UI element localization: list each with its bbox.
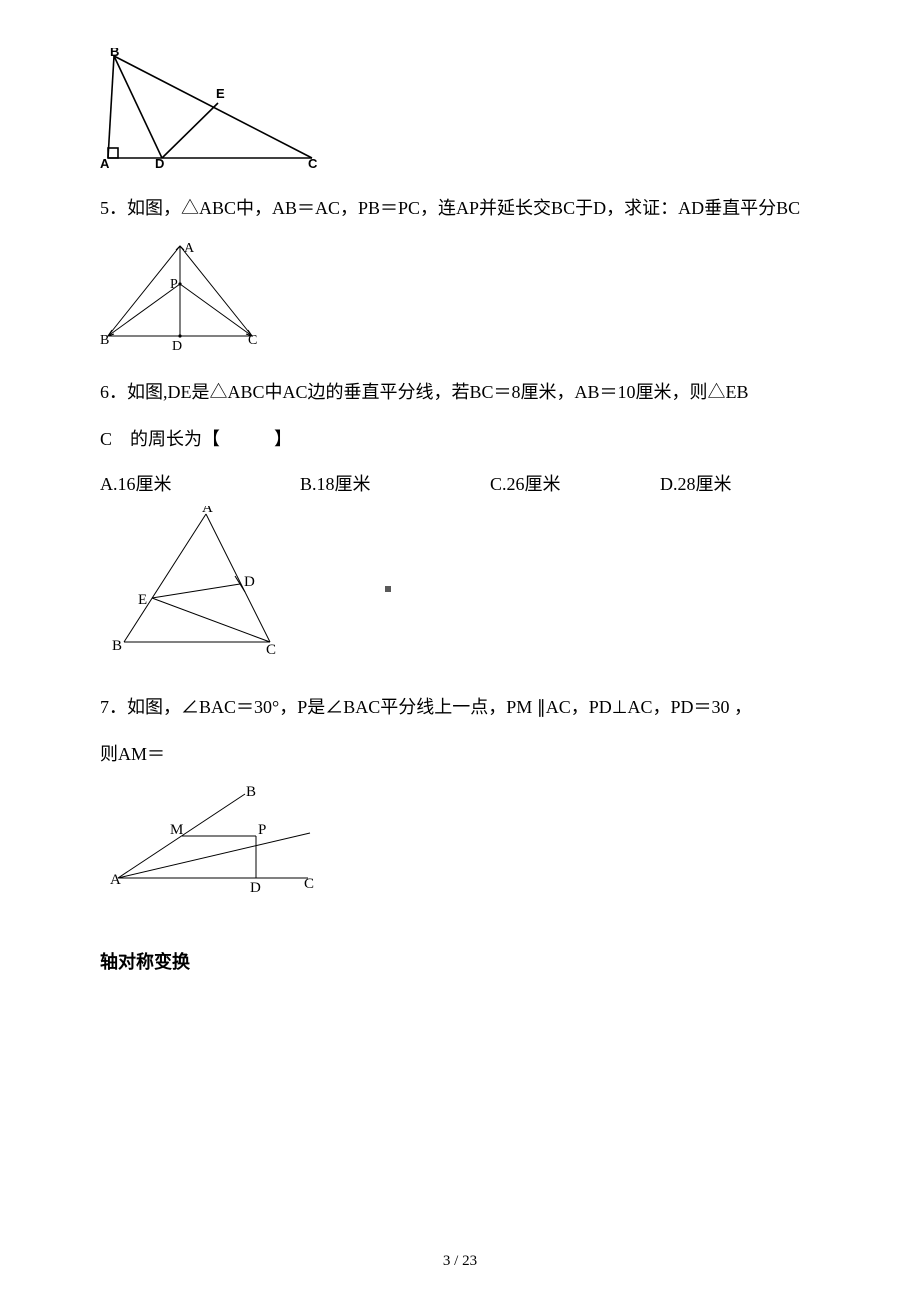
svg-text:B: B (112, 638, 122, 654)
section-heading: 轴对称变换 (100, 939, 820, 986)
section-heading-text: 轴对称变换 (100, 952, 190, 972)
figure-q7: A B C M P D (110, 786, 820, 903)
svg-text:D: D (155, 156, 164, 168)
q7-line1: 7．如图，∠BAC＝30°，P是∠BAC平分线上一点，PM ∥AC，PD⊥AC，… (100, 697, 752, 717)
q5-text-span: 5．如图，△ABC中，AB＝AC，PB＝PC，连AP并延长交BC于D，求证：AD… (100, 198, 800, 218)
svg-text:P: P (170, 277, 178, 292)
svg-text:C: C (248, 333, 257, 348)
q6-opt-a: A.16厘米 (100, 470, 300, 496)
svg-text:B: B (100, 333, 109, 348)
q6-line1: 6．如图,DE是△ABC中AC边的垂直平分线，若BC＝8厘米，AB＝10厘米，则… (100, 382, 749, 402)
q6-line2: C 的周长为【 】 (100, 429, 292, 449)
svg-text:C: C (308, 156, 318, 168)
decor-square (385, 586, 391, 592)
svg-text:P: P (258, 822, 266, 838)
svg-text:A: A (110, 872, 121, 888)
q7-line2: 则AM＝ (100, 744, 165, 764)
figure-q6: A B C E D (110, 506, 820, 666)
svg-text:E: E (216, 86, 225, 101)
svg-q6: A B C E D (110, 506, 300, 661)
svg-text:B: B (246, 786, 256, 800)
svg-text:D: D (250, 880, 261, 896)
svg-q5: A P B D C (100, 240, 260, 352)
svg-text:C: C (304, 876, 314, 892)
svg-text:E: E (138, 592, 147, 608)
svg-q7: A B C M P D (110, 786, 320, 898)
q6-text: 6．如图,DE是△ABC中AC边的垂直平分线，若BC＝8厘米，AB＝10厘米，则… (100, 369, 820, 463)
svg-text:C: C (266, 642, 276, 658)
page-number: 3 / 23 (0, 1253, 920, 1270)
svg-text:D: D (172, 339, 182, 352)
q6-options: A.16厘米 B.18厘米 C.26厘米 D.28厘米 (100, 470, 820, 496)
q6-opt-c: C.26厘米 (490, 470, 660, 496)
figure-q5-triangle: A P B D C (100, 240, 820, 357)
svg-text:B: B (110, 48, 119, 59)
figure-q4-triangle: B A D C E (100, 48, 820, 173)
q6-opt-d: D.28厘米 (660, 470, 732, 496)
page-content: B A D C E 5．如图，△ABC中，AB＝AC，PB＝PC，连AP并延长交… (0, 0, 920, 1034)
q7-text: 7．如图，∠BAC＝30°，P是∠BAC平分线上一点，PM ∥AC，PD⊥AC，… (100, 684, 820, 778)
svg-text:A: A (184, 241, 195, 256)
svg-text:A: A (100, 156, 110, 168)
svg-text:A: A (202, 506, 213, 516)
svg-triangle-abde: B A D C E (100, 48, 320, 168)
q6-opt-b: B.18厘米 (300, 470, 490, 496)
svg-text:M: M (170, 822, 183, 838)
svg-text:D: D (244, 574, 255, 590)
q5-text: 5．如图，△ABC中，AB＝AC，PB＝PC，连AP并延长交BC于D，求证：AD… (100, 185, 820, 232)
page-number-text: 3 / 23 (443, 1253, 477, 1269)
